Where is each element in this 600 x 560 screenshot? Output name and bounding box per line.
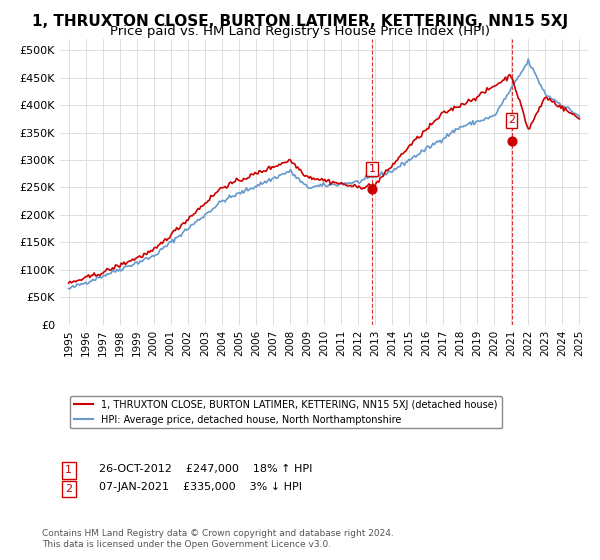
Point <box>507 136 517 145</box>
Text: 1, THRUXTON CLOSE, BURTON LATIMER, KETTERING, NN15 5XJ: 1, THRUXTON CLOSE, BURTON LATIMER, KETTE… <box>32 14 568 29</box>
Text: 1: 1 <box>368 164 376 174</box>
Text: 2: 2 <box>508 115 515 125</box>
Text: Price paid vs. HM Land Registry's House Price Index (HPI): Price paid vs. HM Land Registry's House … <box>110 25 490 38</box>
Text: Contains HM Land Registry data © Crown copyright and database right 2024.
This d: Contains HM Land Registry data © Crown c… <box>42 529 394 549</box>
Text: 26-OCT-2012    £247,000    18% ↑ HPI: 26-OCT-2012 £247,000 18% ↑ HPI <box>92 464 312 474</box>
Text: 2: 2 <box>65 484 73 494</box>
Legend: 1, THRUXTON CLOSE, BURTON LATIMER, KETTERING, NN15 5XJ (detached house), HPI: Av: 1, THRUXTON CLOSE, BURTON LATIMER, KETTE… <box>70 396 502 428</box>
Text: 07-JAN-2021    £335,000    3% ↓ HPI: 07-JAN-2021 £335,000 3% ↓ HPI <box>92 482 302 492</box>
Text: 1: 1 <box>65 465 72 475</box>
Point <box>367 185 377 194</box>
